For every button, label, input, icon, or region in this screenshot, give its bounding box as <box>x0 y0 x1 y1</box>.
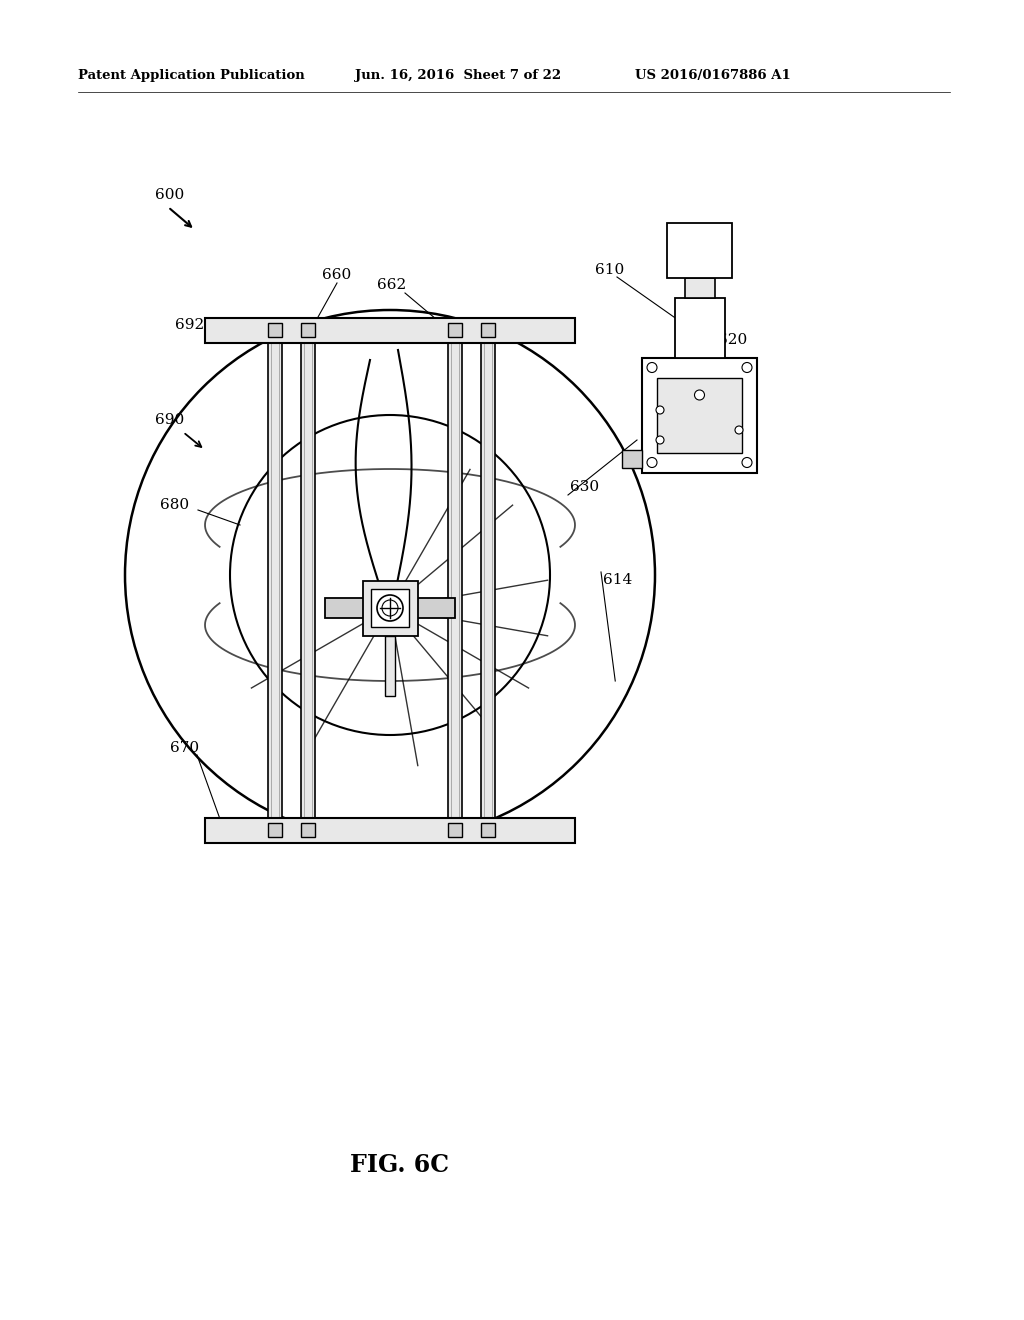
Bar <box>684 277 715 297</box>
Bar <box>481 323 495 337</box>
Bar <box>481 822 495 837</box>
Bar <box>268 323 282 337</box>
Bar <box>362 581 418 635</box>
Bar <box>301 333 315 828</box>
Bar <box>205 318 575 342</box>
Text: 614: 614 <box>603 573 632 587</box>
Text: Jun. 16, 2016  Sheet 7 of 22: Jun. 16, 2016 Sheet 7 of 22 <box>355 69 561 82</box>
Circle shape <box>742 363 752 372</box>
Text: US 2016/0167886 A1: US 2016/0167886 A1 <box>635 69 791 82</box>
Circle shape <box>656 436 664 444</box>
Circle shape <box>735 426 743 434</box>
Circle shape <box>656 407 664 414</box>
Bar <box>481 333 495 828</box>
Bar <box>667 223 732 277</box>
Circle shape <box>647 363 657 372</box>
Text: 670: 670 <box>170 741 199 755</box>
Bar <box>642 358 757 473</box>
Bar <box>325 598 455 618</box>
Circle shape <box>382 601 398 616</box>
Bar <box>622 450 642 467</box>
Bar <box>371 589 409 627</box>
Text: 662: 662 <box>378 279 407 292</box>
Bar <box>301 822 315 837</box>
Text: 690: 690 <box>155 413 184 426</box>
Bar <box>205 817 575 842</box>
Text: 600: 600 <box>155 187 184 202</box>
Bar <box>301 323 315 337</box>
Bar <box>385 635 395 696</box>
Circle shape <box>647 458 657 467</box>
Text: Patent Application Publication: Patent Application Publication <box>78 69 305 82</box>
Text: 620: 620 <box>718 333 748 347</box>
Bar <box>268 822 282 837</box>
Text: 660: 660 <box>323 268 351 282</box>
Text: 680: 680 <box>160 498 189 512</box>
Text: 630: 630 <box>570 480 599 494</box>
Bar <box>675 297 725 358</box>
Text: FIG. 6C: FIG. 6C <box>350 1152 450 1177</box>
Bar <box>642 454 650 463</box>
Bar <box>657 378 742 453</box>
Bar <box>268 333 282 828</box>
Circle shape <box>377 595 403 620</box>
Text: 610: 610 <box>595 263 625 277</box>
Bar <box>449 333 462 828</box>
Text: 692: 692 <box>175 318 204 333</box>
Circle shape <box>694 389 705 400</box>
Bar <box>449 323 462 337</box>
Bar <box>449 822 462 837</box>
Circle shape <box>742 458 752 467</box>
